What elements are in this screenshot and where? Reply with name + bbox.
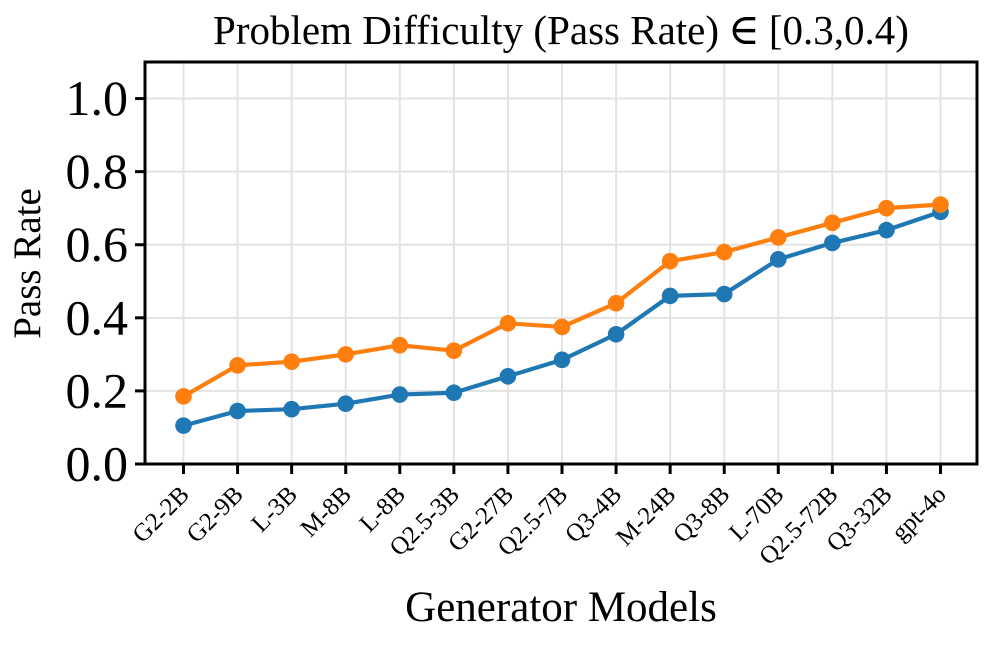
y-tick-label: 0.6 xyxy=(66,216,129,272)
series-blue xyxy=(175,203,949,434)
series-orange-point xyxy=(661,252,679,270)
series-orange-point xyxy=(769,229,787,246)
series-blue-point xyxy=(715,285,733,303)
series-orange-point xyxy=(175,388,192,405)
chart-title-text: Problem Difficulty (Pass Rate) xyxy=(213,7,720,53)
series-blue-point xyxy=(445,384,463,402)
x-tick-label: M-8B xyxy=(296,481,357,542)
y-tick-label: 1.0 xyxy=(66,70,129,126)
series-orange xyxy=(175,196,949,405)
element-of-symbol: ∈ xyxy=(728,7,760,54)
series-blue-point xyxy=(769,251,787,268)
series-orange-point xyxy=(932,196,949,213)
series-orange-point xyxy=(715,243,733,261)
series-blue-point xyxy=(175,417,192,434)
x-tick-label: L-3B xyxy=(246,481,302,537)
series-blue-point xyxy=(553,351,571,369)
x-tick-label: G2-2B xyxy=(128,481,195,548)
y-tick-label: 0.8 xyxy=(66,143,129,199)
series-orange-point xyxy=(607,294,625,312)
series-orange-point xyxy=(499,315,517,332)
series-orange-point xyxy=(229,357,246,374)
chart-title: Problem Difficulty (Pass Rate) ∈ [0.3,0.4) xyxy=(145,6,977,55)
series-blue-point xyxy=(229,402,246,420)
chart-title-range: [0.3,0.4) xyxy=(768,7,909,53)
x-axis: G2-2BG2-9BL-3BM-8BL-8BQ2.5-3BG2-27BQ2.5-… xyxy=(128,464,952,570)
series-orange-point xyxy=(824,214,841,232)
x-axis-label: Generator Models xyxy=(405,584,717,631)
x-tick-label: gpt-4o xyxy=(886,481,951,546)
series-orange-point xyxy=(553,318,571,336)
y-axis: 0.0 0.2 0.4 0.6 0.8 1.0 xyxy=(66,70,145,492)
series-orange-point xyxy=(391,336,409,354)
series-blue-point xyxy=(283,400,300,418)
series-orange-point xyxy=(445,342,463,360)
series-blue-point xyxy=(391,386,409,403)
y-tick-label: 0.0 xyxy=(66,436,129,492)
series-blue-point xyxy=(661,287,679,305)
series-blue-point xyxy=(337,395,355,413)
grid-lines xyxy=(145,62,977,465)
y-tick-label: 0.4 xyxy=(66,289,129,345)
x-tick-label: Q3-8B xyxy=(668,481,735,548)
series-orange-point xyxy=(337,346,355,363)
series-blue-point xyxy=(499,367,517,385)
series-blue-point xyxy=(878,221,895,239)
x-tick-label: M-24B xyxy=(611,481,681,551)
series-orange-point xyxy=(878,199,895,217)
x-tick-label: G2-9B xyxy=(182,481,249,548)
series-blue-point xyxy=(607,325,625,343)
y-tick-label: 0.2 xyxy=(66,362,129,418)
series-blue-point xyxy=(824,234,841,252)
series-orange-point xyxy=(283,353,300,370)
